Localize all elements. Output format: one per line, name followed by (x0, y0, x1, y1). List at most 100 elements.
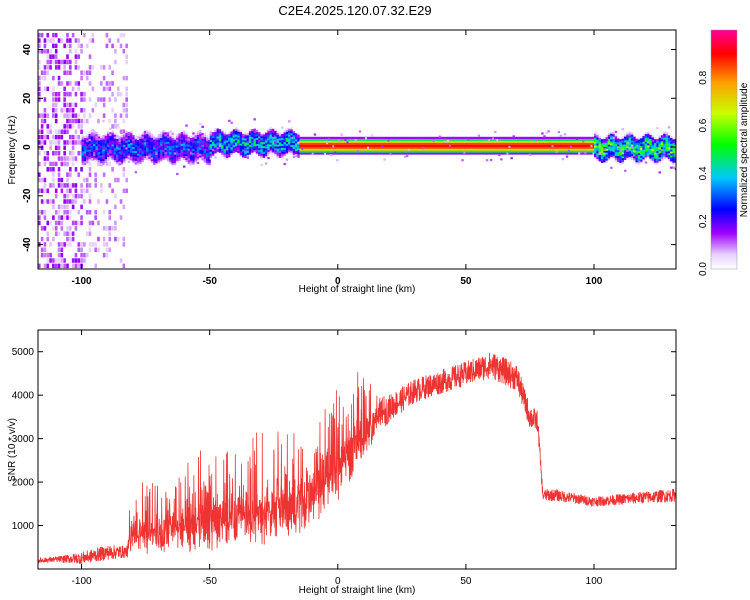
spectrogram-cell (223, 154, 226, 158)
spectrogram-cell (276, 130, 279, 134)
spectrogram-cell (241, 137, 245, 140)
spectrogram-cell (173, 141, 177, 144)
spectrogram-cell (166, 141, 170, 144)
spectrogram-cell (86, 157, 89, 160)
spectrogram-cell (235, 149, 238, 153)
spectrogram-cell (276, 144, 279, 147)
spectrogram-cell (118, 145, 121, 148)
spectrogram-cell (63, 193, 66, 199)
spectrogram-cell (649, 138, 652, 141)
spectrogram-cell (364, 142, 368, 145)
spectrogram-cell (75, 269, 78, 274)
spectrogram-cell (285, 153, 289, 156)
spectrogram-cell (178, 158, 181, 161)
spectrogram-cell (71, 231, 75, 236)
spectrogram-cell (451, 146, 454, 149)
spectrogram-cell (155, 163, 158, 166)
spectrogram-cell (420, 144, 423, 147)
spectrogram-cell (141, 157, 144, 160)
spectrogram-cell (379, 138, 382, 141)
spectrogram-cell (248, 152, 252, 155)
spectrogram-cell (63, 231, 66, 236)
spectrogram-cell (672, 148, 675, 152)
spectrogram-cell (239, 139, 243, 142)
spectrogram-cell (134, 160, 137, 163)
spectrogram-cell (637, 139, 641, 142)
spectrogram-cell (218, 129, 222, 132)
spectrogram-cell (605, 136, 608, 140)
spectrogram-cell (183, 144, 186, 147)
spectrogram-cell (129, 156, 133, 159)
snr-y-axis-label: SNR (10 * v/v) (7, 418, 18, 482)
spectrogram-cell (63, 150, 66, 156)
spectrogram-cell (255, 131, 259, 135)
spectrogram-cell (127, 135, 131, 139)
spectrogram-cell (176, 133, 179, 136)
spectrogram-cell (180, 133, 184, 137)
spectrogram-cell (267, 136, 270, 139)
spectrogram-cell (461, 150, 464, 153)
spectrogram-cell (159, 133, 163, 137)
spectrogram-cell (344, 146, 347, 149)
spectrogram-cell (623, 149, 627, 153)
spectrogram-cell (644, 141, 648, 144)
spectrogram-cell (330, 146, 333, 149)
spectrogram-cell (88, 133, 91, 136)
spectrogram-cell (410, 138, 413, 141)
spectrogram-cell (481, 146, 485, 149)
spectrogram-cell (180, 149, 184, 152)
spectrogram-cell (285, 147, 289, 150)
spectrogram-cell (637, 148, 641, 152)
spectrogram-cell (43, 209, 47, 215)
spectrogram-cell (221, 142, 224, 146)
spectrogram-cell (399, 144, 403, 147)
spectrogram-cell (348, 148, 351, 151)
spectrogram-cell (69, 124, 72, 129)
spectrogram-cell (148, 141, 151, 144)
spectrogram-cell (271, 142, 275, 145)
spectrogram-cell (426, 152, 429, 155)
spectrogram-cell (401, 138, 405, 141)
spectrogram-cell (237, 149, 240, 152)
spectrogram-cell (633, 152, 636, 155)
spectrogram-cell (551, 138, 554, 141)
spectrogram-cell (323, 142, 327, 145)
spectrogram-cell (432, 152, 435, 155)
spectrogram-cell (290, 138, 293, 142)
spectrogram-cell (442, 136, 446, 140)
spectrogram-cell (114, 269, 117, 274)
spectrogram-cell (57, 134, 61, 140)
spectrogram-cell (189, 145, 193, 148)
spectrogram-cell (171, 159, 174, 162)
spectrogram-cell (95, 155, 98, 158)
spectrogram-cell (494, 152, 497, 155)
spectrogram-cell (399, 150, 403, 153)
spectrogram-cell (52, 54, 55, 59)
spectrogram-cell (428, 142, 431, 145)
spectrogram-cell (317, 146, 321, 149)
spectrogram-cell (199, 122, 202, 126)
spectrogram-cell (412, 152, 415, 155)
spectrogram-cell (49, 252, 52, 258)
spectrogram-cell (255, 149, 259, 152)
spectrogram-cell (253, 118, 256, 121)
spectrogram-cell (230, 135, 233, 138)
spectrogram-cell (545, 144, 548, 147)
spectrogram-cell (410, 148, 413, 151)
spectrogram-cell (403, 136, 407, 140)
spectrogram-cell (155, 157, 158, 160)
spectrogram-cell (623, 153, 627, 157)
spectrogram-cell (313, 144, 317, 147)
spectrogram-cell (403, 142, 407, 145)
spectrogram-cell (120, 154, 124, 157)
spectrogram-cell (510, 142, 513, 145)
spectrogram-cell (132, 150, 135, 153)
spectrogram-cell (407, 148, 411, 151)
spectrogram-cell (674, 162, 676, 165)
spectrogram-cell (647, 147, 650, 150)
spectrogram-cell (66, 156, 69, 161)
spectrogram-cell (244, 144, 247, 147)
spectrogram-cell (122, 188, 126, 194)
spectrogram-cell (43, 247, 47, 253)
